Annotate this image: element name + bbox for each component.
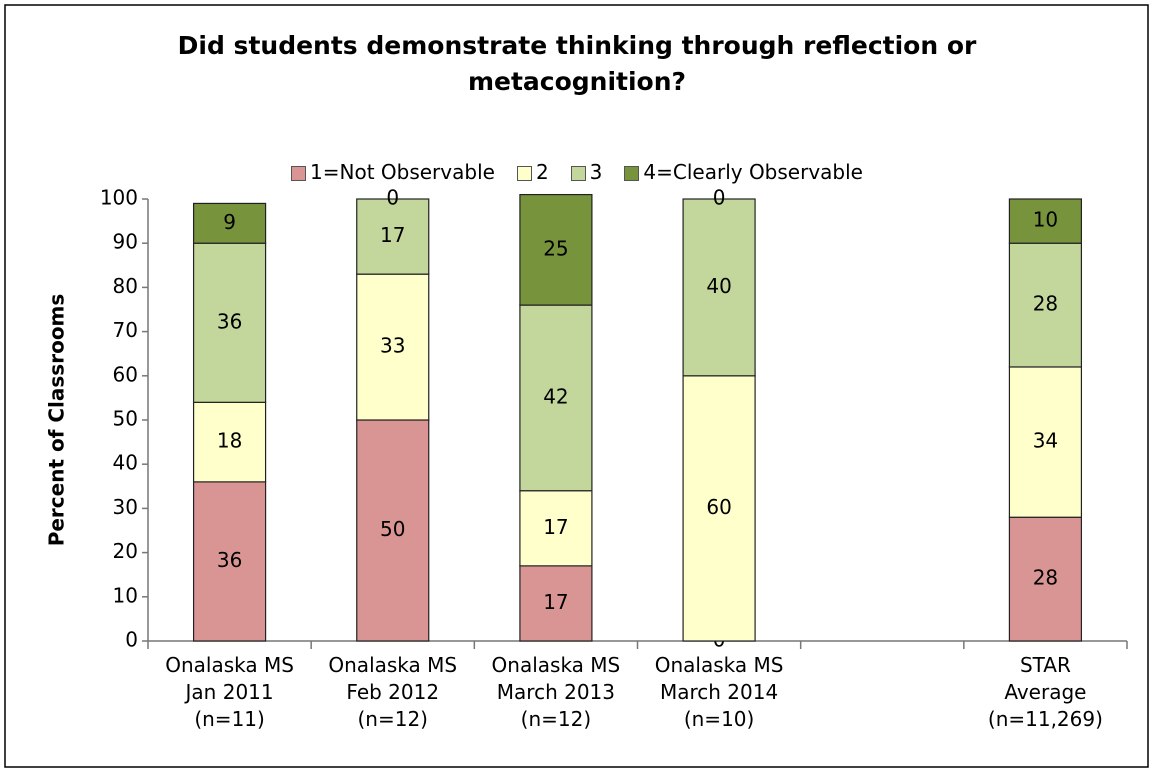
data-label: 33	[380, 334, 405, 358]
data-label: 50	[380, 517, 405, 541]
legend-swatch	[624, 166, 640, 181]
x-tick-label: Onalaska MS Feb 2012 (n=12)	[328, 653, 458, 731]
bar-segment	[682, 375, 756, 642]
bar-segment	[519, 304, 593, 492]
data-label: 60	[706, 495, 731, 519]
y-tick-label: 80	[113, 274, 138, 298]
data-label: 17	[543, 590, 568, 614]
bar-segment	[356, 198, 430, 275]
legend-label: 1=Not Observable	[310, 160, 495, 184]
data-label: 25	[543, 236, 568, 260]
data-label: 42	[543, 384, 568, 408]
legend-item: 3	[570, 160, 603, 184]
y-tick-label: 0	[125, 628, 138, 652]
y-tick-label: 40	[113, 451, 138, 475]
bar-segment	[356, 419, 430, 642]
bar-segment	[1008, 366, 1083, 518]
data-label: 17	[543, 515, 568, 539]
data-label: 0	[386, 186, 399, 210]
y-tick-label: 20	[113, 539, 138, 563]
bar-segment	[192, 401, 267, 483]
legend-label: 2	[535, 160, 549, 184]
y-tick-label: 10	[113, 583, 138, 607]
bar-segment	[682, 198, 756, 377]
bar-segment	[519, 490, 593, 567]
legend-item: 1=Not Observable	[291, 160, 495, 184]
legend-swatch	[570, 166, 586, 181]
legend: 1=Not Observable 2 3 4=Clearly Observable	[0, 160, 1154, 184]
data-label: 36	[217, 548, 242, 572]
bar-segment	[1008, 198, 1083, 244]
x-tick-label: Onalaska MS Jan 2011 (n=11)	[165, 653, 294, 731]
bar-segment	[356, 273, 430, 421]
bar-segment	[519, 565, 593, 642]
data-label: 28	[1033, 292, 1058, 316]
data-label: 34	[1033, 429, 1058, 453]
data-label: 36	[217, 309, 242, 333]
y-tick-label: 90	[113, 230, 138, 254]
data-label: 9	[223, 210, 236, 234]
y-tick-label: 100	[100, 186, 138, 210]
chart-title: Did students demonstrate thinking throug…	[177, 31, 977, 96]
x-tick-label: STAR Average (n=11,269)	[987, 653, 1103, 731]
legend-swatch	[291, 166, 307, 181]
bar-segment	[192, 481, 267, 642]
y-tick-label: 50	[113, 407, 138, 431]
data-label: 28	[1033, 566, 1058, 590]
data-label: 40	[706, 274, 731, 298]
y-tick-label: 60	[113, 362, 138, 386]
bar-segment	[192, 202, 267, 244]
y-tick-label: 70	[113, 318, 138, 342]
x-tick-label: Onalaska MS March 2014 (n=10)	[654, 653, 784, 731]
legend-item: 2	[516, 160, 549, 184]
legend-label: 4=Clearly Observable	[643, 160, 863, 184]
data-label: 18	[217, 429, 242, 453]
bar-segment	[1008, 242, 1083, 368]
data-label: 10	[1033, 208, 1058, 232]
bar-segment	[519, 193, 593, 306]
legend-swatch	[516, 166, 532, 181]
chart-frame	[4, 4, 1149, 768]
data-label: 0	[713, 186, 726, 210]
y-tick-label: 30	[113, 495, 138, 519]
data-label: 17	[380, 223, 405, 247]
legend-item: 4=Clearly Observable	[624, 160, 863, 184]
bar-segment	[1008, 516, 1083, 642]
legend-label: 3	[589, 160, 603, 184]
x-tick-label: Onalaska MS March 2013 (n=12)	[491, 653, 621, 731]
y-axis-title: Percent of Classrooms	[45, 294, 69, 547]
